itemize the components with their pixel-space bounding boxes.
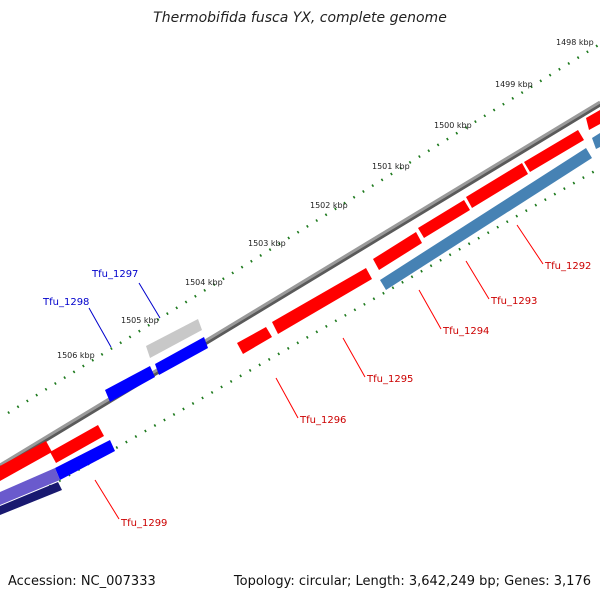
genome-stats-text: Topology: circular; Length: 3,642,249 bp…: [233, 574, 591, 589]
gene-feature-tfu-1294b[interactable]: [418, 200, 470, 238]
gene-label-tfu-1296[interactable]: Tfu_1296: [299, 415, 346, 426]
gene-feature-tfu-1292-rev-end[interactable]: [592, 133, 600, 149]
kbp-label-1500: 1500 kbp: [434, 121, 472, 130]
gene-feature-tfu-1297-rev[interactable]: [155, 337, 208, 375]
kbp-labels: 1498 kbp 1499 kbp 1500 kbp 1501 kbp 1502…: [57, 38, 594, 360]
gene-label-tfu-1297[interactable]: Tfu_1297: [91, 269, 138, 280]
gene-feature-tfu-1296[interactable]: [237, 327, 272, 354]
gene-feature-tfu-1293[interactable]: [524, 130, 584, 172]
gene-feature-tfu-1299a[interactable]: [50, 425, 104, 463]
accession-text: Accession: NC_007333: [8, 574, 156, 589]
kbp-label-1499: 1499 kbp: [495, 80, 533, 89]
inner-tick-scale: [39, 166, 600, 494]
gene-label-tfu-1295[interactable]: Tfu_1295: [366, 374, 413, 385]
gene-label-tfu-1294[interactable]: Tfu_1294: [442, 326, 489, 337]
leader-tfu-1293: [465, 260, 490, 300]
gene-label-tfu-1298[interactable]: Tfu_1298: [42, 297, 89, 308]
genome-backbone-shadow: [0, 101, 600, 470]
gene-label-tfu-1292[interactable]: Tfu_1292: [544, 261, 591, 272]
leader-tfu-1292: [516, 224, 544, 265]
leader-tfu-1297: [138, 282, 161, 319]
gene-feature-tfu-1297[interactable]: [146, 319, 202, 358]
label-leader-lines: [88, 224, 544, 520]
map-title: Thermobifida fusca YX, complete genome: [153, 10, 447, 26]
gene-feature-tfu-1294a[interactable]: [466, 163, 528, 208]
kbp-label-1502: 1502 kbp: [310, 201, 348, 210]
kbp-label-1501: 1501 kbp: [372, 162, 410, 171]
gene-feature-left-rev-a[interactable]: [0, 468, 60, 505]
gene-label-tfu-1293[interactable]: Tfu_1293: [490, 296, 537, 307]
reverse-strand-genes: [0, 133, 600, 515]
gene-feature-left-rev-b[interactable]: [0, 482, 62, 515]
gene-label-tfu-1299[interactable]: Tfu_1299: [120, 518, 167, 529]
gene-feature-tfu-1292[interactable]: [586, 110, 600, 130]
gene-feature-tfu-1294c[interactable]: [373, 232, 422, 270]
kbp-label-1506: 1506 kbp: [57, 351, 95, 360]
gene-feature-tfu-1295[interactable]: [272, 268, 372, 334]
kbp-label-1498: 1498 kbp: [556, 38, 594, 47]
forward-strand-genes: [0, 110, 600, 481]
leader-tfu-1298: [88, 307, 112, 348]
genome-backbone: [0, 100, 600, 467]
kbp-label-1503: 1503 kbp: [248, 239, 286, 248]
gene-feature-tfu-1292-rev[interactable]: [380, 148, 592, 290]
kbp-label-1505: 1505 kbp: [121, 316, 159, 325]
leader-tfu-1294: [418, 289, 442, 330]
kbp-label-1504: 1504 kbp: [185, 278, 223, 287]
gene-feature-tfu-1298[interactable]: [105, 366, 155, 402]
gene-labels: Tfu_1292 Tfu_1293 Tfu_1294 Tfu_1295 Tfu_…: [42, 261, 591, 529]
outer-tick-scale: [7, 42, 600, 415]
leader-tfu-1296: [275, 377, 299, 419]
gene-feature-tfu-1299b[interactable]: [0, 441, 52, 481]
leader-tfu-1299: [94, 479, 120, 520]
gene-feature-tfu-1299-rev[interactable]: [55, 440, 115, 480]
leader-tfu-1295: [342, 337, 366, 378]
